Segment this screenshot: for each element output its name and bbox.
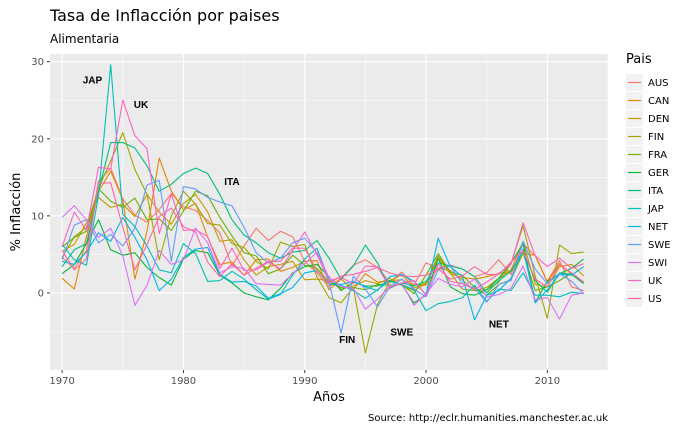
annotation-fin: FIN <box>339 335 355 346</box>
legend-label-swe: SWE <box>648 240 671 251</box>
series-line-ger <box>61 219 585 304</box>
legend-label-fra: FRA <box>648 150 667 161</box>
chart-caption: Source: http://eclr.humanities.mancheste… <box>368 413 608 424</box>
y-axis: 0 10 20 30 <box>31 57 50 299</box>
x-tick-label: 1990 <box>292 376 317 387</box>
legend-label-ita: ITA <box>648 186 663 197</box>
x-axis-title: Años <box>313 390 345 405</box>
legend-label-ger: GER <box>648 168 669 179</box>
annotation-uk: UK <box>134 100 149 111</box>
annotation-net: NET <box>489 320 509 331</box>
x-tick-label: 2010 <box>535 376 560 387</box>
x-axis: 1970 1980 1990 2000 2010 <box>49 370 560 387</box>
legend-label-aus: AUS <box>648 78 669 89</box>
legend-label-can: CAN <box>648 96 669 107</box>
y-tick-label: 0 <box>38 288 44 299</box>
legend-label-uk: UK <box>648 276 662 287</box>
x-tick-label: 2000 <box>413 376 438 387</box>
annotation-swe: SWE <box>390 327 413 338</box>
x-tick-label: 1980 <box>171 376 196 387</box>
y-tick-label: 20 <box>31 134 44 145</box>
legend: Pais AUS CAN DEN FIN FRA GER ITA JAP NET SWE SWI UK… <box>626 52 671 307</box>
series-line-fra <box>61 188 585 296</box>
legend-label-net: NET <box>648 222 669 233</box>
x-tick-label: 1970 <box>49 376 74 387</box>
y-tick-label: 30 <box>31 57 44 68</box>
y-axis-title: % Inflacción <box>9 173 24 252</box>
series-line-uk <box>61 99 584 296</box>
annotation-jap: JAP <box>83 75 103 86</box>
chart-title: Tasa de Inflacción por paises <box>49 6 280 25</box>
legend-label-jap: JAP <box>647 204 664 215</box>
chart-subtitle: Alimentaria <box>50 32 119 46</box>
series-line-us <box>61 182 585 288</box>
y-tick-label: 10 <box>31 211 44 222</box>
legend-label-swi: SWI <box>648 258 667 269</box>
legend-title: Pais <box>626 52 652 67</box>
legend-label-fin: FIN <box>648 132 664 143</box>
series-line-ita <box>61 142 585 294</box>
legend-label-us: US <box>648 294 662 305</box>
minor-gridlines <box>50 54 609 370</box>
series-line-swi <box>61 205 584 320</box>
legend-label-den: DEN <box>648 114 670 125</box>
series-lines <box>61 64 585 354</box>
annotation-ita: ITA <box>224 177 239 188</box>
annotations: JAP UK ITA FIN SWE NET <box>83 75 509 346</box>
